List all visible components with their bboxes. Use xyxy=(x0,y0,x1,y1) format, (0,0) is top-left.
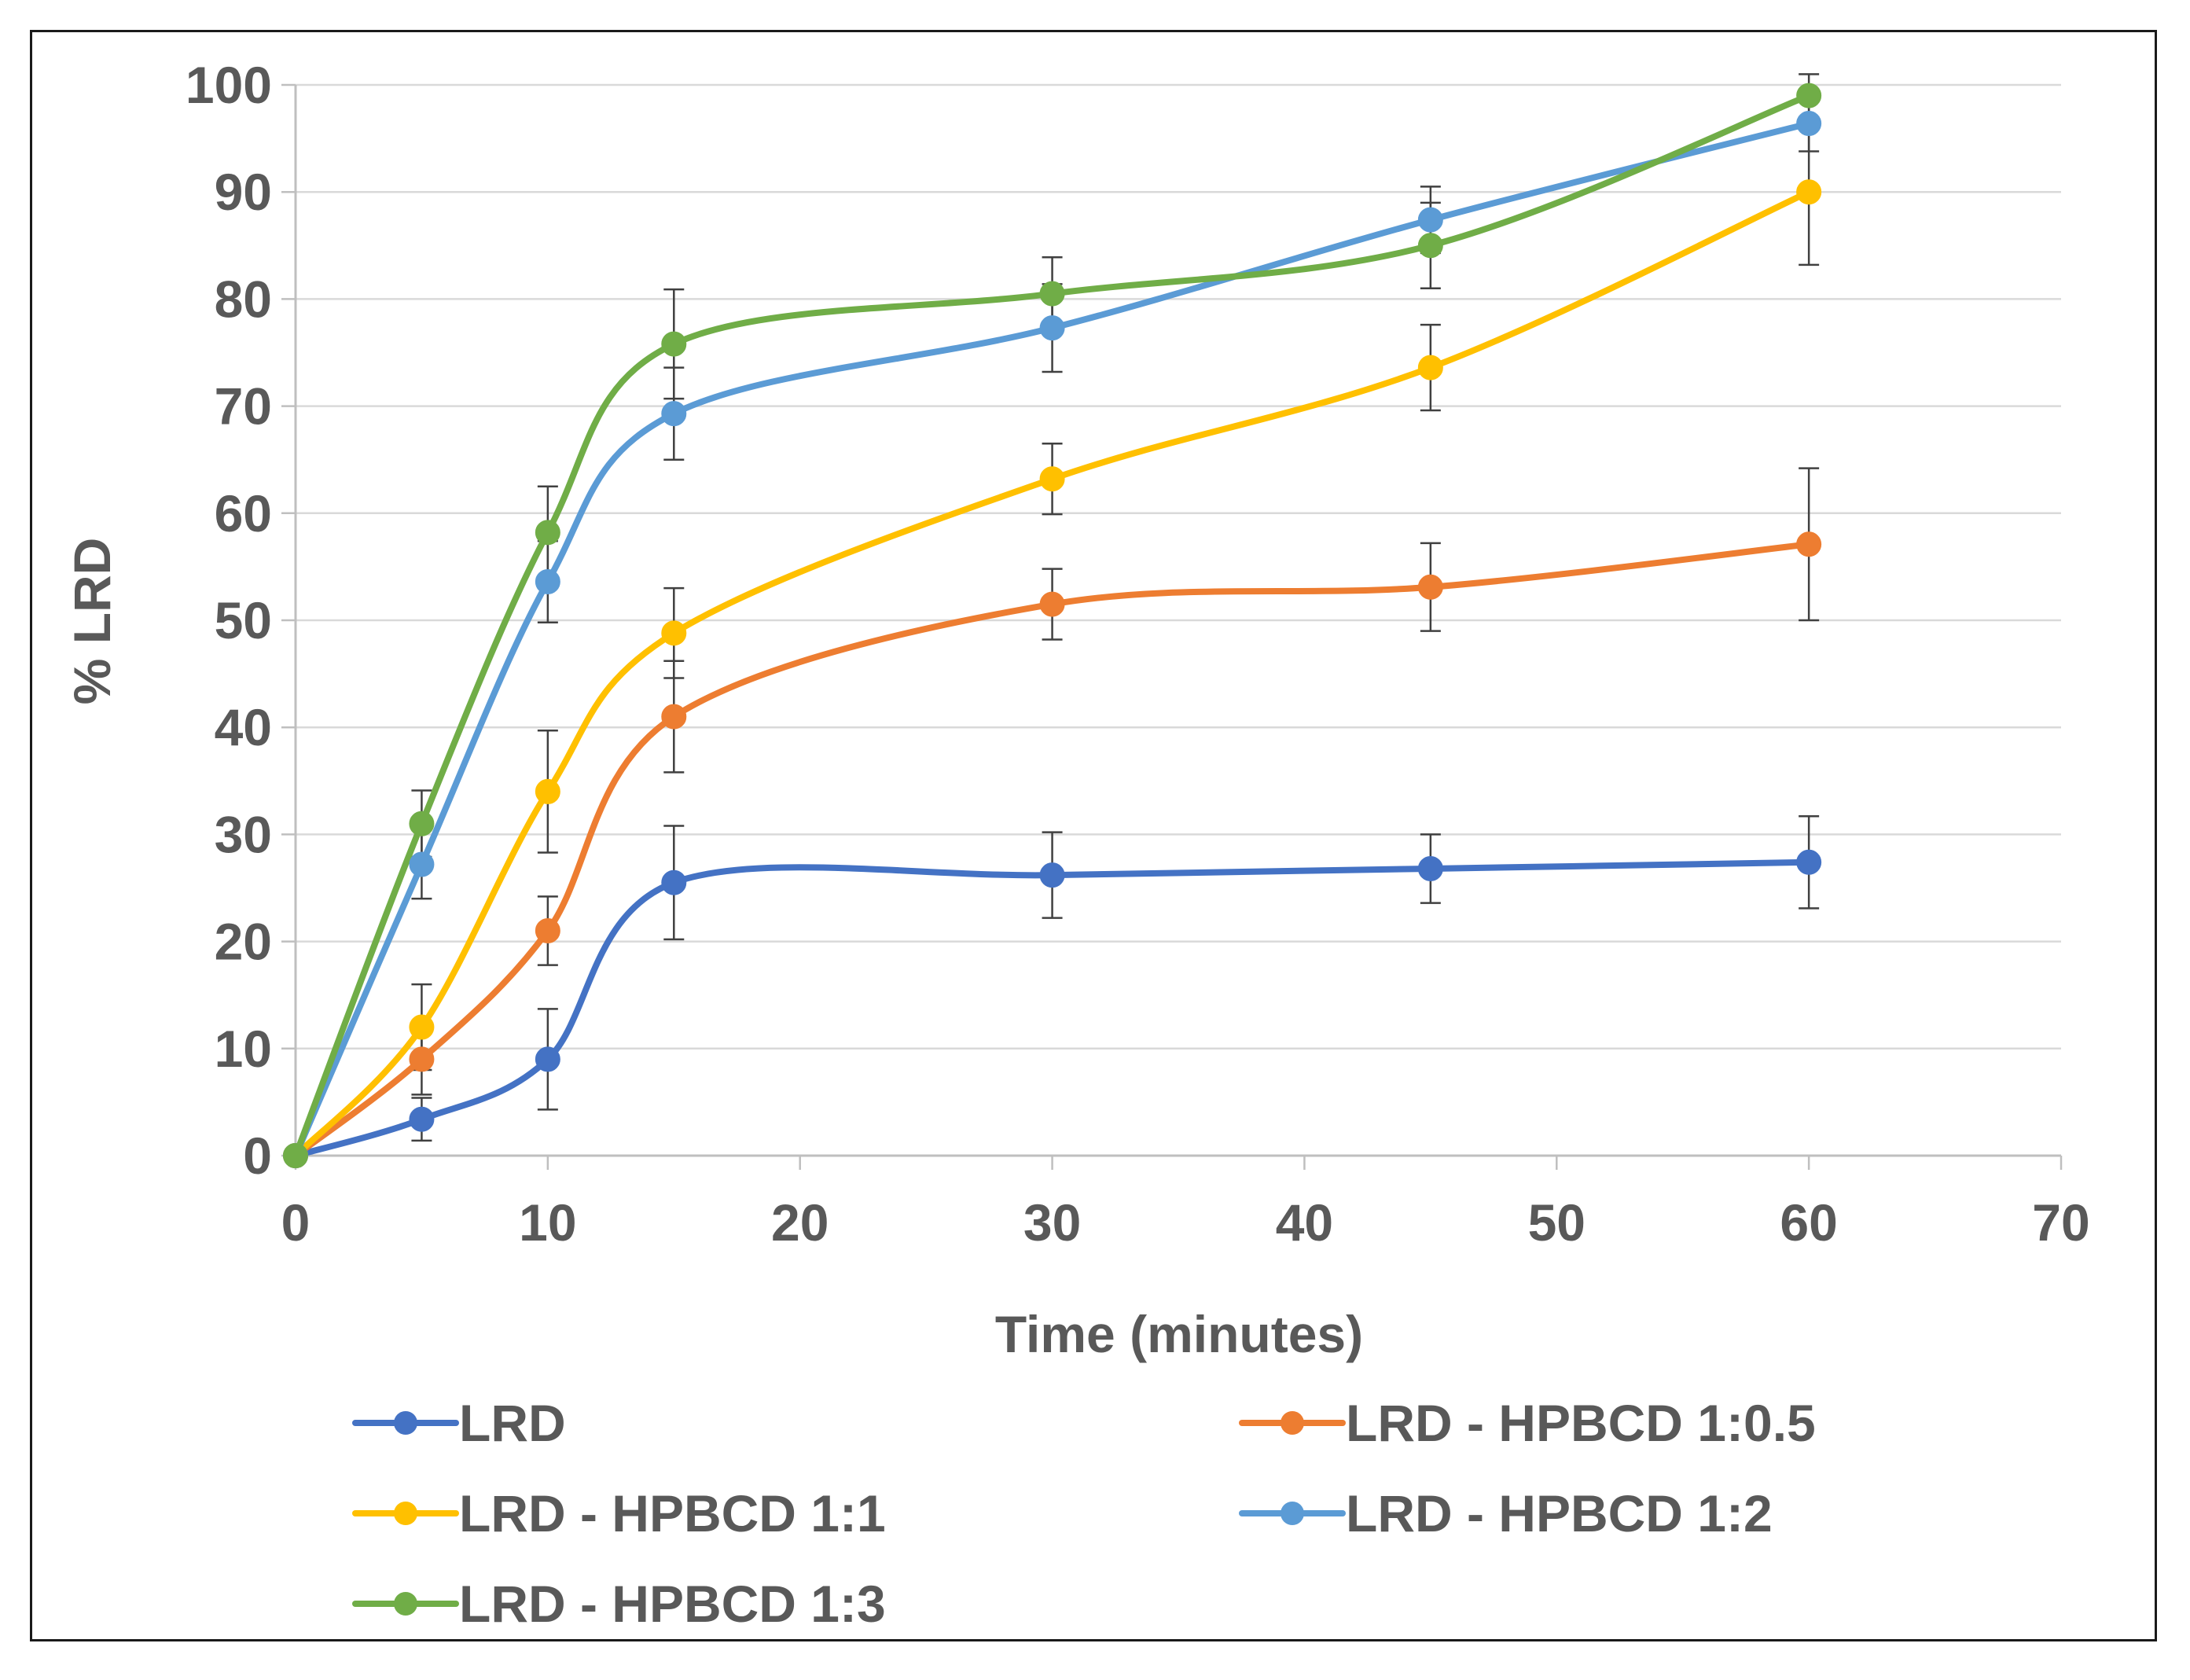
data-point xyxy=(535,917,560,943)
y-tick-label: 40 xyxy=(215,698,272,756)
data-point xyxy=(409,1046,435,1072)
legend-label: LRD - HPBCD 1:3 xyxy=(459,1575,886,1633)
legend-swatch-marker xyxy=(1281,1411,1304,1435)
series-line-2 xyxy=(292,189,1813,1159)
error-bars xyxy=(411,73,1820,1142)
data-point xyxy=(1417,233,1443,259)
data-markers xyxy=(283,83,1822,1168)
legend-label: LRD - HPBCD 1:1 xyxy=(459,1484,886,1542)
data-point xyxy=(535,568,560,594)
data-point xyxy=(283,1143,308,1168)
data-point xyxy=(1039,315,1065,341)
data-point xyxy=(1796,531,1822,557)
legend-label: LRD xyxy=(459,1394,566,1452)
data-point xyxy=(535,520,560,546)
axes: 0 10 20 30 40 50 60 70 80 90 100 0 10 20 30 40 50 60 70 xyxy=(186,56,2090,1252)
data-point xyxy=(409,851,435,877)
data-point xyxy=(409,1014,435,1040)
x-tick-label: 60 xyxy=(1780,1193,1837,1252)
data-point xyxy=(1796,111,1822,137)
y-tick-label: 50 xyxy=(215,591,272,649)
data-point xyxy=(661,401,687,427)
legend-label: LRD - HPBCD 1:0.5 xyxy=(1346,1394,1816,1452)
x-tick-label: 10 xyxy=(519,1193,576,1252)
data-point xyxy=(1417,855,1443,881)
y-tick-label: 0 xyxy=(243,1127,272,1185)
x-tick-label: 50 xyxy=(1528,1193,1586,1252)
legend-label: LRD - HPBCD 1:2 xyxy=(1346,1484,1773,1542)
series-line-1 xyxy=(292,541,1813,1159)
data-point xyxy=(1417,355,1443,380)
y-tick-label: 30 xyxy=(215,805,272,863)
legend-swatch-marker xyxy=(1281,1502,1304,1525)
y-tick-label: 10 xyxy=(215,1020,272,1078)
series-line-0 xyxy=(292,858,1813,1159)
data-point xyxy=(1796,179,1822,205)
data-point xyxy=(661,704,687,730)
y-tick-label: 70 xyxy=(215,377,272,436)
y-tick-label: 20 xyxy=(215,913,272,971)
legend-swatch-marker xyxy=(394,1592,417,1616)
y-tick-label: 60 xyxy=(215,484,272,542)
y-tick-label: 100 xyxy=(186,56,272,114)
legend-swatch-marker xyxy=(394,1502,417,1525)
data-point xyxy=(1039,466,1065,492)
x-tick-label: 30 xyxy=(1023,1193,1081,1252)
data-point xyxy=(1417,574,1443,600)
data-point xyxy=(661,331,687,357)
x-tick-label: 40 xyxy=(1276,1193,1333,1252)
y-tick-label: 90 xyxy=(215,163,272,221)
data-point xyxy=(1039,281,1065,307)
data-point xyxy=(535,1046,560,1072)
legend: LRD LRD - HPBCD 1:0.5 LRD - HPBCD 1:1 LRD -… xyxy=(352,1394,1816,1633)
data-point xyxy=(409,811,435,836)
data-point xyxy=(1417,207,1443,233)
y-tick-label: 80 xyxy=(215,270,272,328)
y-axis-title: % LRD xyxy=(63,538,121,705)
x-tick-label: 0 xyxy=(281,1193,310,1252)
gridlines xyxy=(296,83,2061,1050)
data-point xyxy=(535,778,560,804)
x-tick-label: 70 xyxy=(2032,1193,2089,1252)
data-point xyxy=(1796,83,1822,108)
x-tick-label: 20 xyxy=(771,1193,829,1252)
data-point xyxy=(1796,849,1822,875)
data-point xyxy=(1039,862,1065,888)
legend-swatch-marker xyxy=(394,1411,417,1435)
data-point xyxy=(409,1106,435,1132)
x-axis-title: Time (minutes) xyxy=(995,1305,1363,1363)
data-point xyxy=(661,869,687,895)
data-point xyxy=(1039,591,1065,617)
data-point xyxy=(661,620,687,646)
